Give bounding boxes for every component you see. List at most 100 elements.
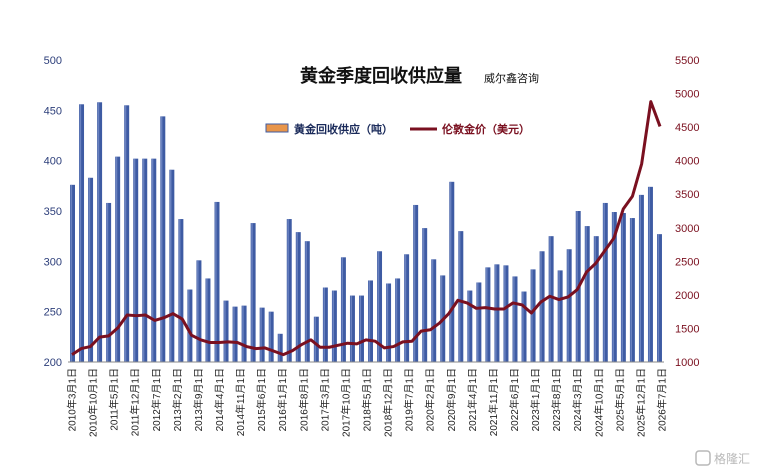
bar-highlight [495, 264, 497, 362]
bar [539, 251, 545, 362]
bar-highlight [188, 289, 190, 362]
bar [521, 291, 527, 362]
bar-highlight [169, 169, 172, 362]
x-axis-ticks: 2010年3月1日 2010年10月1日 2011年5月1日 2011年12月1日 20… [66, 368, 669, 437]
bar [88, 177, 94, 362]
x-tick-label: 2023年8月1日 [550, 368, 563, 431]
bar-highlight [269, 311, 271, 362]
x-tick-label: 2022年6月1日 [508, 368, 521, 431]
bar-body [530, 269, 536, 362]
bar [169, 169, 175, 362]
x-tick-label: 2015年6月1日 [255, 368, 268, 431]
bar [503, 265, 509, 362]
bar [620, 213, 626, 362]
bar-highlight [440, 275, 443, 362]
bar [214, 201, 220, 362]
bar [97, 102, 103, 362]
bar [548, 236, 554, 362]
bar-highlight [386, 283, 389, 362]
bar-highlight [287, 219, 289, 362]
bar [377, 251, 383, 362]
bar-highlight [603, 202, 605, 362]
bar [593, 236, 599, 362]
gold-price-line [71, 100, 662, 357]
x-tick-label: 2014年4月1日 [213, 368, 226, 431]
bar-body [566, 249, 572, 362]
bar-highlight [233, 306, 235, 362]
bar-body [313, 316, 319, 362]
bar [340, 257, 346, 362]
bar [124, 105, 130, 363]
right-tick-label: 2500 [675, 256, 699, 268]
bar-body [476, 282, 482, 362]
bar-highlight [431, 259, 434, 362]
bar-highlight [558, 270, 560, 362]
bar [413, 204, 419, 362]
bar-highlight [88, 177, 91, 362]
bar [647, 186, 653, 362]
x-tick-label: 2014年11月1日 [234, 368, 247, 436]
bar-highlight [648, 186, 651, 362]
bar-body [593, 236, 599, 362]
bar [142, 158, 148, 362]
bar-body [196, 260, 202, 362]
bar-highlight [449, 181, 452, 362]
bar [349, 295, 355, 362]
bar-highlight [513, 276, 515, 362]
bars-layer [70, 102, 662, 363]
bar [368, 280, 373, 362]
bar-highlight [224, 300, 226, 362]
bar [611, 212, 617, 362]
chart-title: 黄金季度回收供应量 [300, 65, 462, 87]
x-tick-label: 2013年2月1日 [171, 368, 184, 431]
bar-highlight [215, 201, 217, 362]
right-tick-label: 1500 [675, 323, 699, 335]
bar-body [79, 104, 85, 362]
bar-highlight [549, 236, 551, 362]
bar-body [584, 226, 590, 362]
legend-line-label: 伦敦金价（美元） [442, 122, 530, 136]
bar-body [223, 300, 229, 362]
bar [386, 283, 392, 362]
right-tick-label: 5500 [675, 55, 699, 67]
bar [431, 259, 437, 362]
x-tick-label: 2018年12月1日 [382, 368, 395, 437]
bar-body [467, 290, 473, 362]
bar-highlight [621, 213, 623, 362]
bar-body [449, 181, 455, 362]
left-tick-label: 250 [44, 307, 62, 319]
bar-highlight [179, 219, 181, 362]
left-tick-label: 300 [44, 256, 62, 268]
bar [304, 241, 310, 362]
bar-highlight [97, 102, 100, 362]
bar [476, 282, 482, 362]
bar-highlight [377, 251, 380, 362]
bar-highlight [296, 232, 298, 362]
bar-body [97, 102, 103, 362]
bar [241, 305, 247, 362]
x-tick-label: 2013年9月1日 [192, 368, 205, 431]
bar-body [548, 236, 554, 362]
chart-source: 威尔鑫咨询 [484, 71, 539, 85]
bar-highlight [477, 282, 479, 362]
bar-body [602, 202, 608, 362]
right-tick-label: 3000 [675, 223, 699, 235]
bar [79, 104, 85, 362]
bar-body [611, 212, 617, 362]
bar-highlight [594, 236, 596, 362]
bar-body [70, 184, 75, 362]
x-tick-label: 2018年5月1日 [361, 368, 374, 431]
right-axis-ticks: 1000 1500 2000 2500 3000 3500 4000 4500 5000 5500 [675, 55, 699, 369]
bar-body [485, 267, 491, 362]
bar [115, 156, 121, 362]
bar [566, 249, 572, 362]
bar-body [115, 156, 121, 362]
bar-body [404, 254, 410, 362]
bar-body [106, 202, 112, 362]
bar [178, 219, 184, 362]
x-tick-label: 2017年10月1日 [339, 368, 352, 437]
x-tick-label: 2026年7月1日 [656, 368, 669, 431]
legend-bar-label: 黄金回收供应（吨） [294, 122, 393, 136]
bar-highlight [585, 226, 587, 362]
bar-highlight [467, 290, 470, 362]
